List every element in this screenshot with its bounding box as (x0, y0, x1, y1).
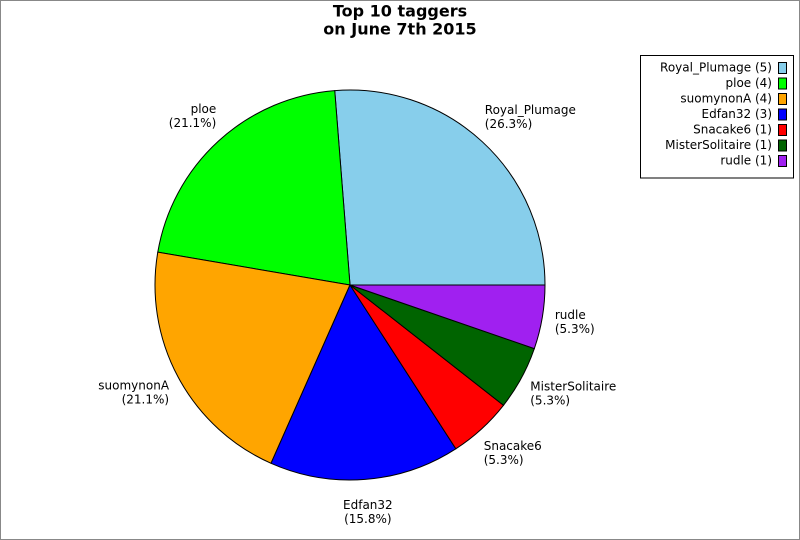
slice-value-label: (21.1%) (122, 392, 169, 406)
slice-value-label: (5.3%) (484, 453, 524, 467)
slice-label: Edfan32 (343, 498, 393, 512)
slice-label: ploe (191, 102, 217, 116)
slice-label: suomynonA (98, 378, 170, 392)
pie-slice (349, 284, 546, 350)
legend-label: Snacake6 (1) (693, 123, 772, 137)
chart-title: Top 10 taggers (333, 2, 467, 21)
slice-label: Royal_Plumage (485, 103, 576, 117)
pie-slice (270, 283, 457, 481)
slice-label: MisterSolitaire (530, 380, 616, 394)
legend-swatch (778, 124, 787, 136)
pie-slice (334, 89, 546, 286)
legend-swatch (778, 93, 787, 105)
legend-swatch (778, 155, 787, 167)
slice-value-label: (26.3%) (485, 117, 532, 131)
legend-label: Edfan32 (3) (702, 107, 772, 121)
legend-swatch (778, 139, 787, 152)
legend-swatch (778, 77, 787, 90)
legend-label: rudle (1) (720, 154, 772, 168)
slice-label: Snacake6 (484, 439, 542, 453)
legend-label: Royal_Plumage (5) (660, 61, 772, 75)
legend-swatch (778, 62, 787, 74)
slice-label: rudle (555, 308, 586, 322)
pie-slice (154, 251, 351, 464)
slice-value-label: (5.3%) (530, 394, 570, 408)
pie-slice (157, 90, 351, 286)
legend-box (640, 55, 794, 179)
legend-label: suomynonA (4) (680, 92, 772, 106)
slice-value-label: (15.8%) (344, 512, 391, 526)
slice-value-label: (5.3%) (555, 322, 595, 336)
legend-label: ploe (4) (726, 76, 773, 90)
legend-swatch (778, 108, 787, 121)
legend-label: MisterSolitaire (1) (665, 138, 772, 152)
chart-title: on June 7th 2015 (323, 20, 476, 39)
slice-value-label: (21.1%) (169, 116, 216, 130)
